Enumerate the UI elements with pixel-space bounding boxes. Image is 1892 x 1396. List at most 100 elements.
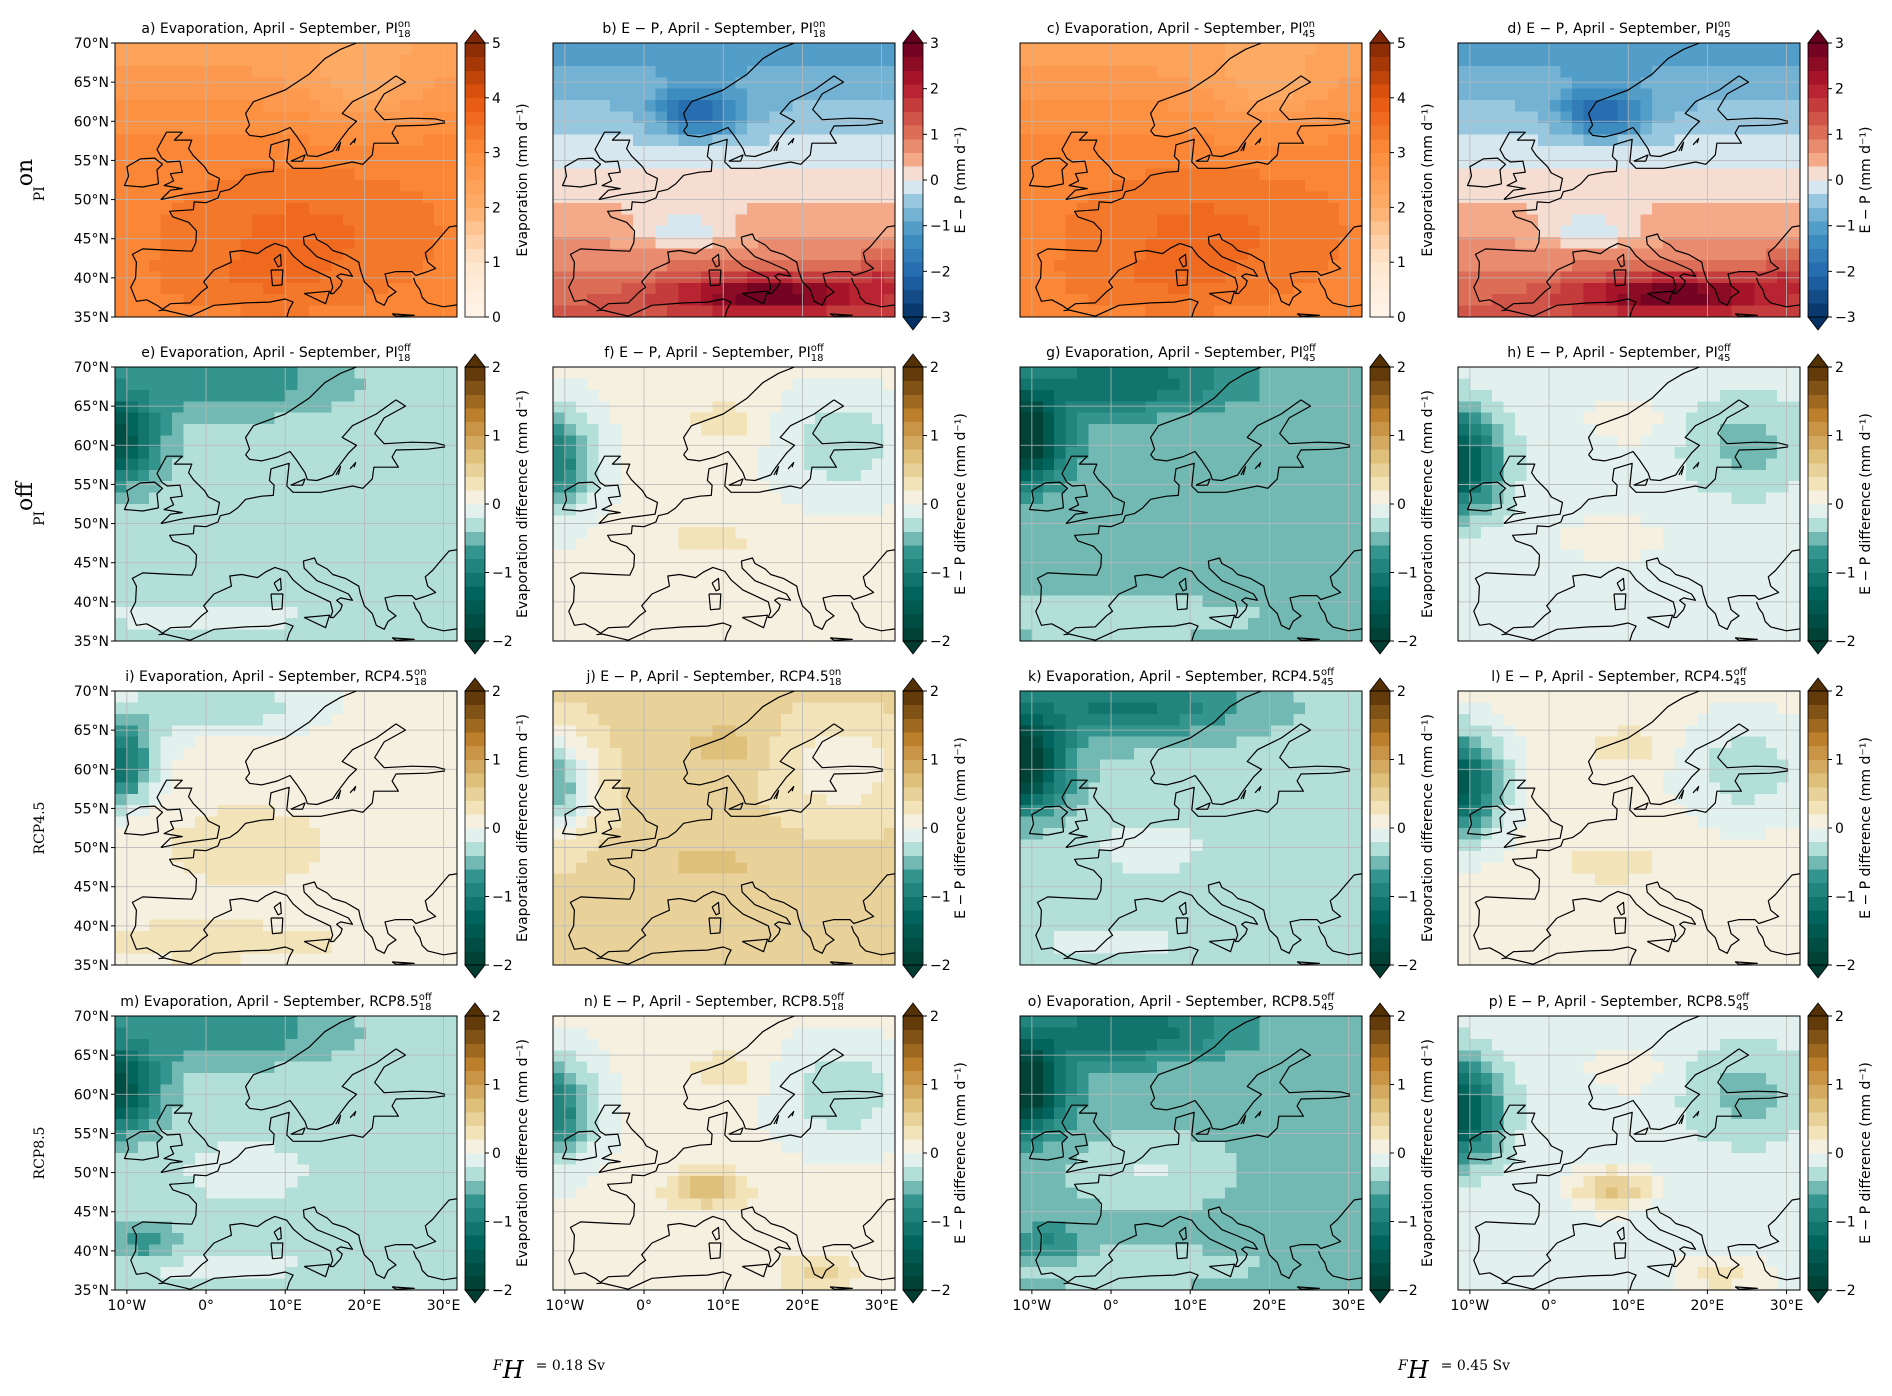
field-cell	[411, 504, 424, 517]
field-cell	[860, 629, 873, 641]
field-cell	[621, 225, 634, 238]
field-cell	[320, 572, 333, 585]
field-cell	[445, 401, 457, 414]
field-cell	[746, 424, 759, 437]
field-cell	[240, 77, 253, 90]
field-cell	[354, 134, 367, 147]
field-cell	[587, 367, 600, 380]
field-cell	[1572, 100, 1584, 113]
field-cell	[434, 424, 447, 437]
field-cell	[1236, 294, 1249, 307]
field-cell	[610, 549, 622, 562]
field-cell	[172, 618, 184, 631]
field-cell	[274, 378, 287, 391]
field-cell	[1629, 237, 1641, 250]
field-cell	[251, 389, 264, 402]
field-cell	[434, 583, 447, 596]
field-cell	[115, 157, 127, 170]
field-cell	[206, 401, 219, 414]
field-cell	[1515, 294, 1527, 307]
colorbar-segment	[903, 435, 923, 450]
field-cell	[1788, 134, 1800, 147]
field-cell	[553, 435, 565, 448]
field-cell	[803, 134, 816, 147]
field-cell	[872, 271, 885, 284]
field-cell	[354, 618, 367, 631]
field-cell	[354, 237, 367, 250]
field-cell	[1020, 305, 1032, 317]
colorbar-segment	[903, 84, 923, 99]
field-cell	[1594, 88, 1607, 101]
coastline	[568, 446, 895, 634]
field-cell	[1122, 248, 1135, 261]
field-cell	[240, 618, 253, 631]
field-cell	[194, 237, 207, 250]
field-cell	[1293, 100, 1306, 113]
field-cell	[1743, 88, 1755, 101]
field-cell	[689, 191, 702, 204]
field-cell	[1213, 77, 1226, 90]
colorbar-segment	[1808, 289, 1828, 304]
field-cell	[838, 458, 850, 471]
field-cell	[1549, 65, 1562, 78]
lat-tick-label: 45°N	[74, 556, 109, 572]
colorbar-segment	[465, 275, 485, 290]
field-cell	[400, 526, 412, 539]
field-cell	[445, 168, 457, 181]
field-cell	[1480, 305, 1493, 317]
field-cell	[251, 458, 264, 471]
field-cell	[1560, 100, 1573, 113]
field-cell	[1316, 180, 1329, 193]
field-cell	[206, 446, 219, 459]
field-cell	[1629, 122, 1641, 135]
field-cell	[1259, 88, 1272, 101]
field-cell	[217, 214, 230, 227]
field-cell	[724, 367, 736, 380]
field-cell	[735, 168, 748, 181]
field-cell	[1145, 77, 1158, 90]
field-cell	[343, 515, 355, 528]
field-cell	[553, 549, 565, 562]
field-cell	[320, 248, 333, 261]
field-cell	[137, 458, 150, 471]
field-cell	[792, 504, 805, 517]
field-cell	[1629, 259, 1641, 272]
field-cell	[678, 271, 691, 284]
field-cell	[1788, 282, 1800, 295]
field-cell	[1054, 561, 1067, 574]
field-cell	[434, 202, 447, 215]
field-cell	[826, 100, 839, 113]
field-cell	[701, 191, 714, 204]
colorbar-tick-label: 3	[930, 36, 939, 52]
field-cell	[1731, 157, 1744, 170]
field-cell	[137, 65, 150, 78]
field-cell	[1122, 294, 1135, 307]
field-cell	[1503, 305, 1516, 317]
field-cell	[689, 225, 702, 238]
field-cell	[377, 435, 390, 448]
field-cell	[1686, 180, 1698, 193]
field-cell	[263, 282, 276, 295]
field-cell	[240, 583, 253, 596]
field-cell	[411, 191, 424, 204]
field-cell	[1020, 259, 1032, 272]
field-cell	[149, 538, 162, 551]
field-cell	[286, 259, 298, 272]
field-cell	[1480, 134, 1493, 147]
field-cell	[781, 595, 793, 608]
field-cell	[377, 458, 390, 471]
field-cell	[1179, 214, 1192, 227]
field-cell	[445, 504, 457, 517]
title-text: f) E − P, April - September, PI	[604, 345, 810, 361]
field-cell	[1350, 54, 1362, 67]
field-cell	[1191, 43, 1203, 56]
field-cell	[1480, 248, 1493, 261]
field-cell	[286, 583, 298, 596]
field-cell	[1282, 202, 1295, 215]
field-cell	[1594, 294, 1607, 307]
field-cell	[872, 606, 885, 619]
field-cell	[644, 629, 657, 641]
field-cell	[411, 446, 424, 459]
field-cell	[1458, 134, 1470, 147]
field-cell	[1305, 237, 1317, 250]
